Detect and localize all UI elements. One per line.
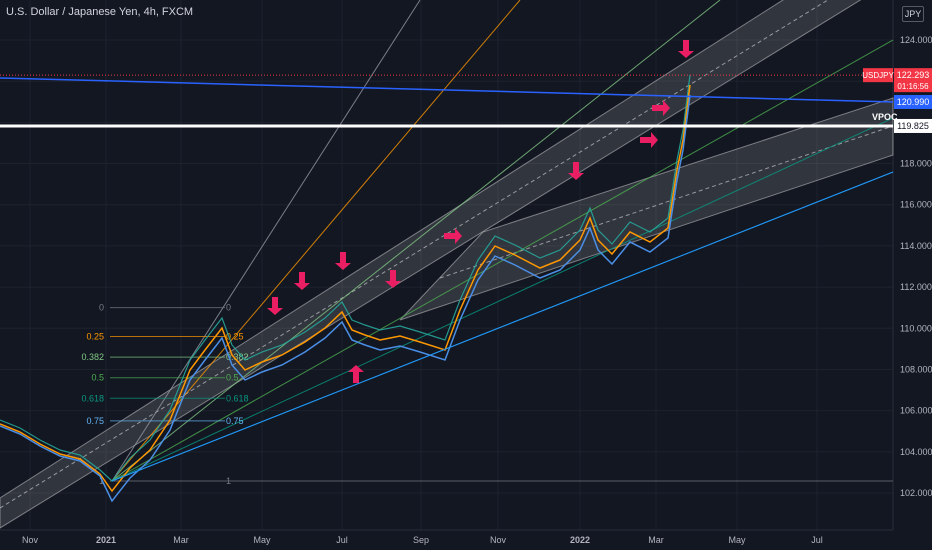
- x-tick-label: Nov: [490, 535, 507, 545]
- annotation-arrow: [444, 228, 462, 244]
- annotation-arrow: [652, 100, 670, 116]
- fan-line: [111, 0, 521, 482]
- horizontal-levels: VPOC: [0, 74, 898, 482]
- y-tick-label: 104.000: [900, 447, 932, 457]
- y-tick-label: 106.000: [900, 406, 932, 416]
- current-price-badge-bg: [894, 68, 932, 93]
- price-line: [0, 74, 691, 482]
- fan-line: [111, 117, 894, 482]
- price-series: [0, 74, 691, 503]
- x-tick-label: 2022: [570, 535, 590, 545]
- fib-level-label-right: 0.75: [226, 416, 244, 426]
- x-tick-label: Mar: [648, 535, 664, 545]
- annotation-arrow: [348, 365, 364, 383]
- current-price-badge-sub: 01:16:56: [897, 82, 929, 91]
- fib-level-label: 1: [99, 476, 104, 486]
- lower-trend-line: [111, 171, 894, 482]
- y-tick-label: 124.000: [900, 35, 932, 45]
- annotation-arrow: [640, 132, 658, 148]
- x-axis[interactable]: Nov 2021 Mar May Jul Sep Nov 2022 Mar May Jul: [22, 535, 823, 545]
- upper-channel: [0, 0, 862, 529]
- blue-level-badge-bg: [894, 94, 932, 109]
- y-tick-label: 116.000: [900, 200, 932, 210]
- fan-line: [111, 0, 421, 482]
- fib-level-label-right: 0.5: [226, 373, 239, 383]
- annotation-arrows: [267, 40, 694, 383]
- annotation-arrow: [335, 252, 351, 270]
- x-tick-label: 2021: [96, 535, 116, 545]
- trend-channels: [0, 0, 894, 529]
- x-tick-label: Sep: [413, 535, 429, 545]
- y-tick-label: 108.000: [900, 364, 932, 374]
- symbol-badge: USDJPY: [862, 71, 894, 80]
- y-tick-label: 118.000: [900, 159, 932, 169]
- fib-retracement: 0 0 0.25 0.25 0.382 0.382 0.5 0.5 0.618 0.618 0.75…: [81, 303, 893, 486]
- blue-trend-line: [0, 77, 894, 103]
- y-axis[interactable]: 124.000122.000120.000118.000116.000114.0…: [862, 35, 932, 498]
- current-price-badge: 122.293: [897, 70, 930, 80]
- annotation-arrow: [568, 162, 584, 180]
- y-tick-label: 102.000: [900, 488, 932, 498]
- fib-level-label-right: 0.25: [226, 332, 244, 342]
- chart-title: U.S. Dollar / Japanese Yen, 4h, FXCM: [6, 6, 194, 18]
- x-tick-label: Mar: [173, 535, 189, 545]
- fan-line: [111, 39, 894, 482]
- fib-level-label-right: 0.618: [226, 393, 249, 403]
- currency-button[interactable]: JPY: [902, 6, 924, 22]
- vpoc-badge: 119.825: [897, 121, 929, 131]
- fib-level-label: 0.5: [91, 373, 104, 383]
- vpoc-badge-bg: [894, 118, 932, 133]
- chart-grid: [0, 0, 894, 531]
- vpoc-label: VPOC: [872, 112, 898, 122]
- fib-level-label: 0.382: [81, 352, 104, 362]
- fan-line: [111, 0, 721, 482]
- x-tick-label: Nov: [22, 535, 39, 545]
- y-tick-label: 112.000: [900, 282, 932, 292]
- x-tick-label: Jul: [336, 535, 348, 545]
- annotation-arrow: [267, 297, 283, 315]
- annotation-arrow: [294, 272, 310, 290]
- x-tick-label: Jul: [811, 535, 823, 545]
- x-tick-label: May: [253, 535, 271, 545]
- fib-level-label: 0.75: [86, 416, 104, 426]
- fib-level-label-right: 0.382: [226, 352, 249, 362]
- fib-level-label-right: 0: [226, 303, 231, 313]
- ma-blue: [0, 94, 691, 503]
- x-tick-label: May: [728, 535, 746, 545]
- fib-level-label: 0: [99, 303, 104, 313]
- annotation-arrow: [678, 40, 694, 58]
- y-tick-label: 110.000: [900, 323, 932, 333]
- fib-level-label: 0.618: [81, 393, 104, 403]
- fib-level-label-right: 1: [226, 476, 231, 486]
- fib-level-label: 0.25: [86, 332, 104, 342]
- symbol-badge-bg: [863, 68, 893, 83]
- ma-orange: [0, 84, 691, 493]
- y-tick-label: 114.000: [900, 241, 932, 251]
- blue-level-badge: 120.990: [897, 97, 930, 107]
- annotation-arrow: [385, 270, 401, 288]
